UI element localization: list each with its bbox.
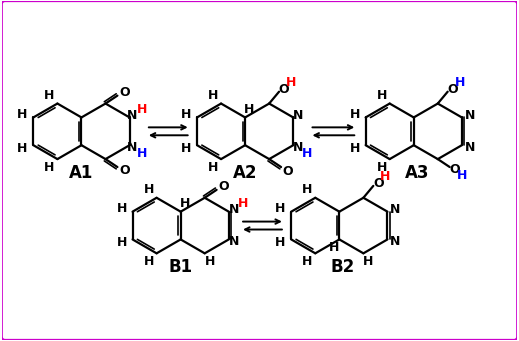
Text: H: H [143,183,154,196]
Text: H: H [44,161,54,174]
Text: N: N [390,203,401,216]
Text: H: H [363,255,374,268]
Text: H: H [456,169,467,182]
Text: B1: B1 [169,258,193,276]
Text: O: O [119,86,130,99]
Text: H: H [302,147,312,160]
Text: N: N [293,141,304,154]
Text: H: H [208,161,218,174]
Text: B2: B2 [330,258,354,276]
Text: H: H [143,255,154,268]
Text: A1: A1 [69,164,93,182]
Text: H: H [180,197,190,210]
Text: N: N [465,141,475,154]
Text: A2: A2 [233,164,257,182]
Text: O: O [218,180,229,193]
Text: H: H [244,103,254,116]
Text: H: H [116,202,127,215]
Text: H: H [116,236,127,249]
Text: H: H [44,89,54,102]
Text: N: N [465,109,475,122]
Text: O: O [373,177,384,190]
Text: H: H [302,255,312,268]
Text: H: H [377,89,387,102]
Text: N: N [228,203,239,216]
Text: N: N [228,235,239,248]
Text: N: N [390,235,401,248]
Text: H: H [238,197,248,210]
Text: H: H [455,76,465,89]
Text: H: H [204,255,215,268]
Text: H: H [349,142,360,155]
Text: H: H [181,108,192,121]
Text: H: H [377,161,387,174]
Text: O: O [279,83,290,96]
Text: A3: A3 [404,164,429,182]
Text: O: O [447,83,458,96]
Text: H: H [137,147,147,160]
Text: H: H [17,108,28,121]
Text: H: H [275,202,285,215]
Text: H: H [302,183,312,196]
Text: N: N [127,109,138,122]
Text: H: H [137,103,147,116]
Text: O: O [449,163,460,176]
Text: H: H [181,142,192,155]
Text: H: H [208,89,218,102]
Text: H: H [349,108,360,121]
Text: H: H [17,142,28,155]
Text: N: N [127,141,138,154]
Text: H: H [275,236,285,249]
Text: O: O [283,165,293,178]
Text: H: H [329,241,339,254]
Text: O: O [119,163,130,177]
Text: H: H [286,76,296,89]
Text: H: H [380,170,390,183]
Text: N: N [293,109,304,122]
